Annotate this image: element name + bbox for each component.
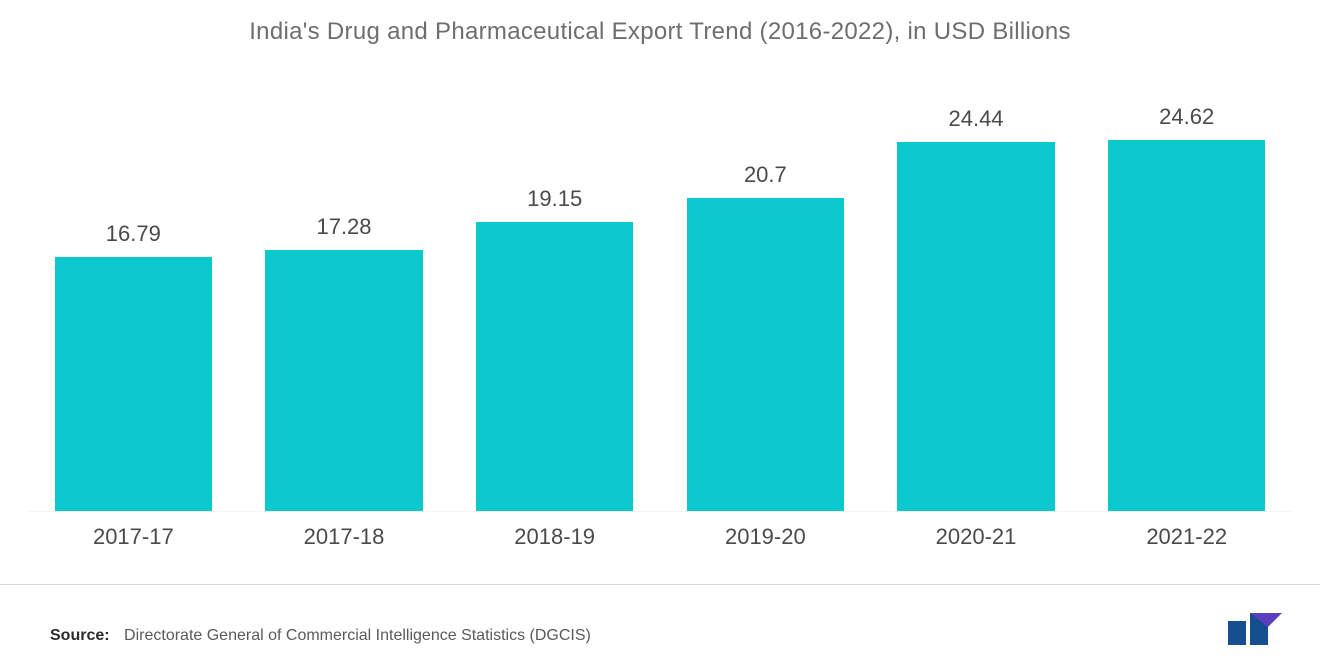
x-axis-label: 2020-21 [871, 524, 1082, 550]
bar-slot: 24.44 [871, 104, 1082, 511]
bar [476, 222, 633, 511]
bar [265, 250, 422, 511]
bar-slot: 17.28 [239, 104, 450, 511]
bars-row: 16.79 17.28 19.15 20.7 24.44 24.62 [28, 104, 1292, 511]
x-axis-label: 2018-19 [449, 524, 660, 550]
bar-value-label: 24.62 [1159, 104, 1214, 130]
x-axis: 2017-172017-182018-192019-202020-212021-… [28, 511, 1292, 550]
x-axis-label: 2019-20 [660, 524, 871, 550]
bar-value-label: 24.44 [948, 106, 1003, 132]
plot-area: 16.79 17.28 19.15 20.7 24.44 24.62 [28, 104, 1292, 511]
chart-title: India's Drug and Pharmaceutical Export T… [0, 0, 1320, 46]
bar-slot: 16.79 [28, 104, 239, 511]
bar-slot: 20.7 [660, 104, 871, 511]
bar [687, 198, 844, 511]
brand-logo-icon [1226, 613, 1282, 645]
chart-footer: Source: Directorate General of Commercia… [0, 584, 1320, 665]
bar [55, 257, 212, 511]
bar-value-label: 20.7 [744, 162, 787, 188]
bar-value-label: 16.79 [106, 221, 161, 247]
x-axis-label: 2017-18 [239, 524, 450, 550]
bar-value-label: 19.15 [527, 186, 582, 212]
x-axis-label: 2021-22 [1081, 524, 1292, 550]
chart-container: India's Drug and Pharmaceutical Export T… [0, 0, 1320, 665]
source-text: Directorate General of Commercial Intell… [124, 627, 591, 644]
x-axis-label: 2017-17 [28, 524, 239, 550]
bar [897, 142, 1054, 511]
source-label: Source: [50, 627, 110, 644]
bar-slot: 24.62 [1081, 104, 1292, 511]
bar [1108, 140, 1265, 511]
source-line: Source: Directorate General of Commercia… [50, 627, 591, 645]
bar-value-label: 17.28 [316, 214, 371, 240]
bar-slot: 19.15 [449, 104, 660, 511]
